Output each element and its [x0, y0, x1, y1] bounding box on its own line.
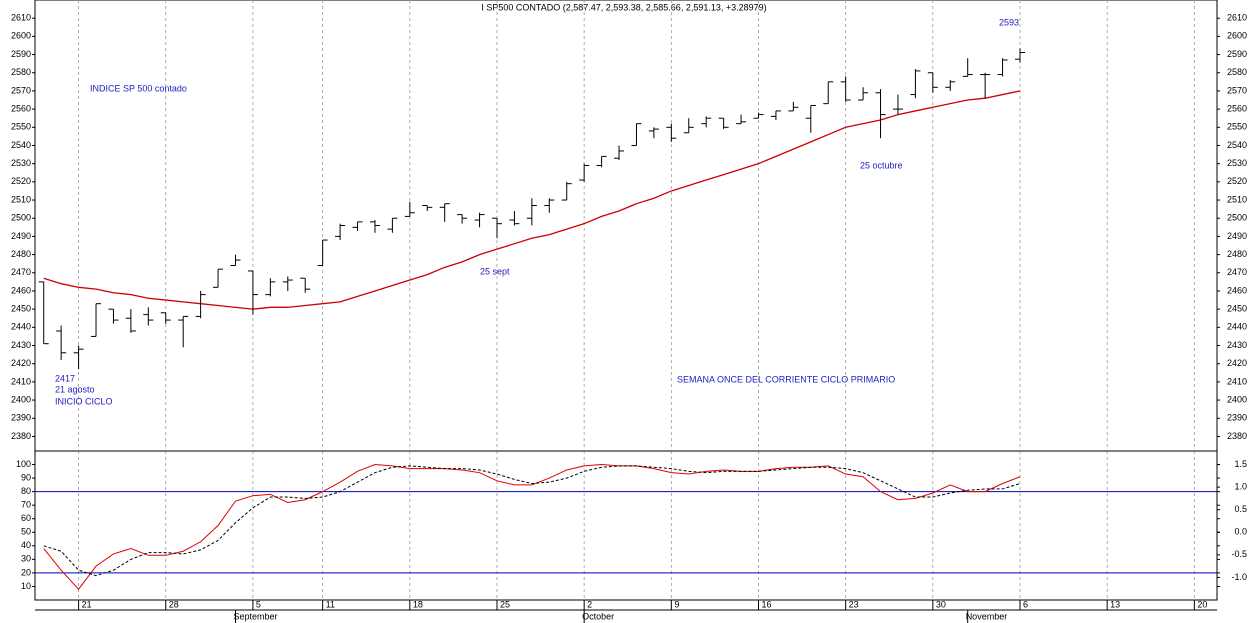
series-line	[43, 464, 1021, 590]
chart-title: I SP500 CONTADO (2,587.47, 2,593.38, 2,5…	[481, 2, 766, 12]
y-tick-label: 20	[21, 567, 31, 577]
x-tick-label: 23	[849, 599, 859, 609]
y-tick-label: 90	[21, 472, 31, 482]
x-tick-label: 30	[936, 599, 946, 609]
y-tick-label: 2530	[1227, 158, 1247, 168]
y-tick-label: 50	[21, 527, 31, 537]
y-tick-label: 2520	[11, 176, 31, 186]
series-line	[43, 465, 1021, 577]
y-tick-label: 2470	[1227, 267, 1247, 277]
y2-tick-label: 1.5	[1234, 459, 1247, 469]
y-tick-label: 60	[21, 513, 31, 523]
y2-tick-label: -0.5	[1231, 549, 1247, 559]
y2-tick-label: 0.5	[1234, 504, 1247, 514]
month-label: September	[233, 611, 277, 621]
y2-tick-label: -1.0	[1231, 572, 1247, 582]
x-tick-label: 21	[82, 599, 92, 609]
y-tick-label: 10	[21, 581, 31, 591]
x-tick-label: 2	[587, 599, 592, 609]
y-tick-label: 2500	[1227, 213, 1247, 223]
y-tick-label: 2540	[1227, 140, 1247, 150]
y-tick-label: 2500	[11, 213, 31, 223]
y-tick-label: 2390	[11, 413, 31, 423]
y-tick-label: 2580	[1227, 67, 1247, 77]
annotation: 25 octubre	[860, 160, 903, 170]
annotation: 25 sept	[480, 266, 510, 276]
y-tick-label: 2590	[1227, 49, 1247, 59]
y-tick-label: 30	[21, 554, 31, 564]
y-tick-label: 2510	[11, 194, 31, 204]
y-tick-label: 100	[16, 459, 31, 469]
y-tick-label: 2610	[11, 13, 31, 23]
annotation: SEMANA ONCE DEL CORRIENTE CICLO PRIMARIO	[677, 374, 895, 384]
y-tick-label: 2540	[11, 140, 31, 150]
y-tick-label: 2460	[1227, 285, 1247, 295]
annotation: 2593	[999, 17, 1019, 27]
y-tick-label: 2520	[1227, 176, 1247, 186]
y-tick-label: 2550	[1227, 122, 1247, 132]
y-tick-label: 2430	[1227, 340, 1247, 350]
month-label: October	[582, 611, 614, 621]
panel-frame	[34, 450, 1218, 601]
x-tick-label: 18	[413, 599, 423, 609]
x-tick-label: 25	[500, 599, 510, 609]
y2-tick-label: 1.0	[1234, 481, 1247, 491]
y-tick-label: 2600	[1227, 31, 1247, 41]
y-tick-label: 2440	[1227, 322, 1247, 332]
x-tick-label: 9	[674, 599, 679, 609]
y-tick-label: 2530	[11, 158, 31, 168]
annotation: INICIO CICLO	[55, 396, 113, 406]
y-tick-label: 2470	[11, 267, 31, 277]
y-tick-label: 2570	[11, 85, 31, 95]
y-tick-label: 70	[21, 500, 31, 510]
x-tick-label: 5	[256, 599, 261, 609]
x-tick-label: 6	[1023, 599, 1028, 609]
y-tick-label: 2420	[11, 358, 31, 368]
y-tick-label: 2410	[11, 376, 31, 386]
x-tick-label: 11	[326, 599, 335, 609]
y-tick-label: 2450	[1227, 304, 1247, 314]
y-tick-label: 2580	[11, 67, 31, 77]
annotation: 2417	[55, 373, 75, 383]
y-tick-label: 2560	[1227, 103, 1247, 113]
y2-tick-label: 0.0	[1234, 527, 1247, 537]
y-tick-label: 2410	[1227, 376, 1247, 386]
x-tick-label: 20	[1197, 599, 1207, 609]
y-tick-label: 2450	[11, 304, 31, 314]
y-tick-label: 2390	[1227, 413, 1247, 423]
y-tick-label: 2570	[1227, 85, 1247, 95]
y-tick-label: 2480	[1227, 249, 1247, 259]
y-tick-label: 2600	[11, 31, 31, 41]
annotation: INDICE SP 500 contado	[90, 83, 187, 93]
y-tick-label: 2490	[11, 231, 31, 241]
y-tick-label: 2510	[1227, 194, 1247, 204]
y-tick-label: 2610	[1227, 13, 1247, 23]
y-tick-label: 2480	[11, 249, 31, 259]
y-tick-label: 2590	[11, 49, 31, 59]
y-tick-label: 2560	[11, 103, 31, 113]
y-tick-label: 2380	[1227, 431, 1247, 441]
x-tick-label: 28	[169, 599, 179, 609]
x-tick-label: 16	[761, 599, 771, 609]
moving-average	[43, 90, 1021, 310]
y-tick-label: 40	[21, 540, 31, 550]
y-tick-label: 2490	[1227, 231, 1247, 241]
y-tick-label: 2430	[11, 340, 31, 350]
y-tick-label: 2550	[11, 122, 31, 132]
y-tick-label: 2460	[11, 285, 31, 295]
month-label: November	[966, 611, 1008, 621]
y-tick-label: 2380	[11, 431, 31, 441]
y-tick-label: 2420	[1227, 358, 1247, 368]
y-tick-label: 80	[21, 486, 31, 496]
y-tick-label: 2400	[11, 394, 31, 404]
y-tick-label: 2440	[11, 322, 31, 332]
y-tick-label: 2400	[1227, 394, 1247, 404]
x-tick-label: 13	[1110, 599, 1120, 609]
annotation: 21 agosto	[55, 384, 95, 394]
